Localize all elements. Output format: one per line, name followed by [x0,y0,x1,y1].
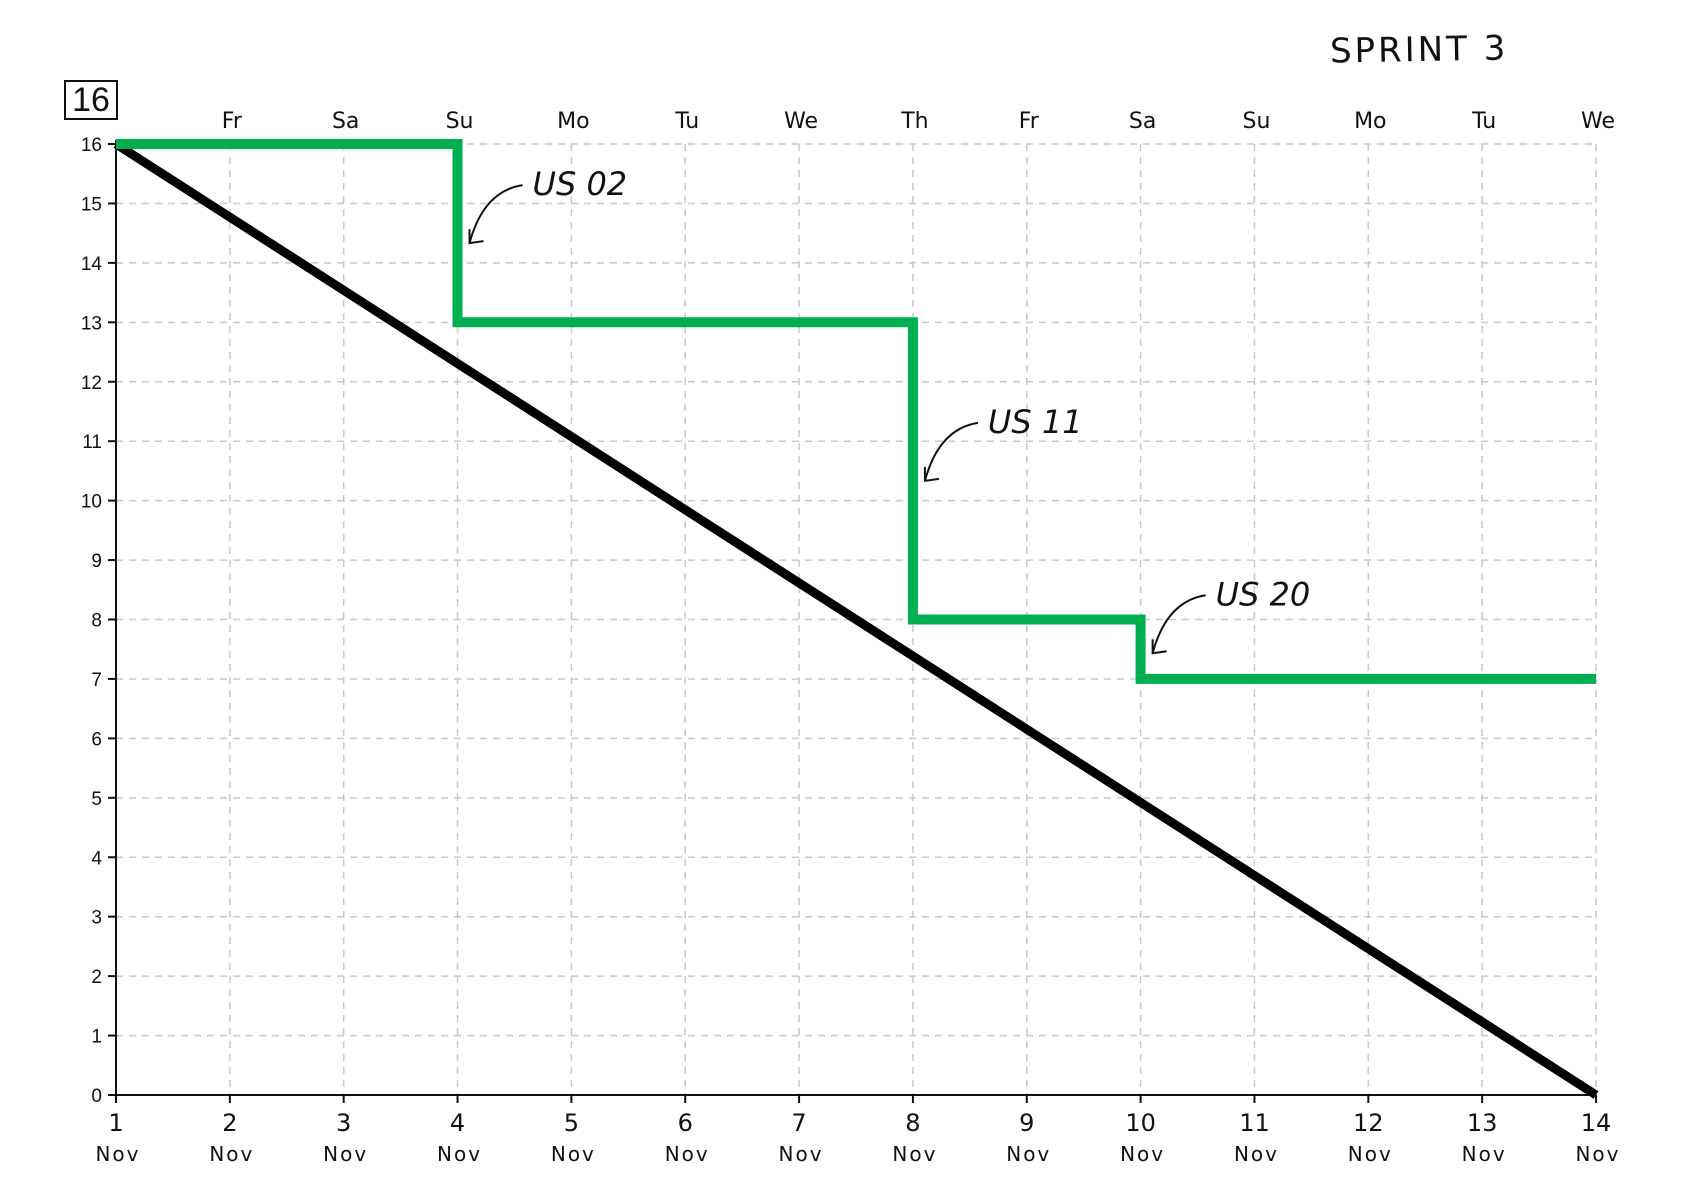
x-tick-label: 12 [1353,1109,1384,1137]
y-tick-label: 0 [91,1086,102,1107]
y-tick-label: 1 [91,1027,102,1048]
annotation-arrowhead [468,229,484,245]
y-tick-label: 15 [81,194,102,215]
x-month-label: Nov [892,1142,937,1166]
ideal-line [113,140,1599,1099]
x-month-label: Nov [209,1142,254,1166]
x-tick-label: 1 [108,1109,123,1137]
y-tick-label: 8 [91,611,102,632]
y-tick-label: 16 [81,135,102,156]
annotation-arrowhead [923,466,940,483]
x-month-label: Nov [1120,1142,1165,1166]
x-month-label: Nov [1575,1142,1620,1166]
y-tick-label: 11 [82,432,102,453]
annotations: US 02 US 11 US 20 [468,165,1311,655]
y-tick-label: 10 [81,492,102,513]
x-month-label: Nov [1462,1142,1507,1166]
x-month-label: Nov [437,1142,482,1166]
x-tick-label: 6 [678,1109,693,1137]
weekday-label: Tu [674,109,699,134]
annotation-arrow [1151,594,1206,654]
y-tick-label: 3 [91,908,102,929]
weekday-label: We [784,109,818,134]
x-month-label: Nov [551,1142,596,1166]
x-month-label: Nov [95,1142,140,1166]
x-tick-label: 14 [1581,1109,1612,1137]
x-month-label: Nov [665,1142,710,1166]
axes: 0123456789101112131415161Nov2NovFr3NovSa… [81,109,1620,1166]
weekday-label: Fr [1019,109,1040,134]
weekday-label: Tu [1471,109,1496,134]
y-tick-label: 5 [91,789,102,810]
series [113,139,1599,1099]
y-tick-label: 4 [91,848,102,869]
x-tick-label: 8 [905,1109,920,1137]
x-month-label: Nov [779,1142,824,1166]
x-month-label: Nov [1234,1142,1279,1166]
y-tick-label: 7 [91,670,102,691]
y-tick-label: 14 [81,254,103,275]
x-tick-label: 11 [1239,1109,1270,1137]
annotation-label: US 02 [533,165,628,203]
annotation-label: US 11 [988,403,1083,441]
y-tick-label: 6 [91,729,102,750]
weekday-label: Th [900,109,928,134]
x-tick-label: 3 [336,1109,351,1137]
x-tick-label: 9 [1019,1109,1034,1137]
x-month-label: Nov [1006,1142,1051,1166]
x-tick-label: 4 [450,1109,465,1137]
weekday-label: Su [1243,109,1271,134]
x-tick-label: 5 [564,1109,579,1137]
y-tick-label: 13 [81,313,102,334]
x-tick-label: 2 [222,1109,237,1137]
y-tick-label: 12 [81,373,102,394]
annotation-label: US 20 [1216,575,1311,613]
x-month-label: Nov [323,1142,368,1166]
x-month-label: Nov [1348,1142,1393,1166]
weekday-label: Mo [1354,109,1386,134]
annotation-arrow [468,184,523,244]
annotation-arrowhead [1151,639,1167,655]
actual-line [116,139,1596,684]
weekday-label: Sa [1129,109,1156,134]
weekday-label: Su [446,109,474,134]
weekday-label: Mo [557,109,589,134]
weekday-label: Fr [222,109,243,134]
x-tick-label: 10 [1125,1109,1156,1137]
y-tick-label: 2 [91,967,102,988]
total-points-box: 16 [64,80,118,120]
x-tick-label: 7 [791,1109,806,1137]
weekday-label: We [1581,109,1615,134]
annotation-arrow [923,421,979,482]
weekday-label: Sa [332,109,359,134]
y-tick-label: 9 [91,551,102,572]
x-tick-label: 13 [1467,1109,1498,1137]
